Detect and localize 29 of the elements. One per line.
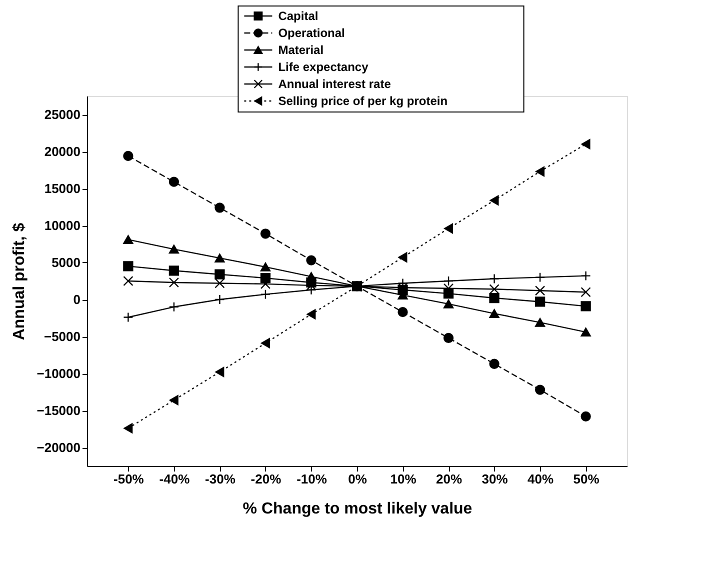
y-tick-label: 20000 xyxy=(44,144,80,159)
legend-label: Operational xyxy=(278,26,345,40)
legend-label: Annual interest rate xyxy=(278,77,392,91)
y-tick-label: 10000 xyxy=(44,218,80,233)
legend-label: Selling price of per kg protein xyxy=(278,94,448,108)
legend-label: Material xyxy=(278,43,324,57)
x-tick-label: -30% xyxy=(205,472,236,486)
y-tick-label: 0 xyxy=(73,292,80,307)
x-tick-label: 0% xyxy=(348,472,368,486)
x-tick-label: -50% xyxy=(114,472,144,486)
x-tick-label: 50% xyxy=(573,472,600,486)
y-tick-label: 15000 xyxy=(44,181,80,196)
y-tick-label: −5000 xyxy=(44,329,80,344)
legend-label: Life expectancy xyxy=(278,60,369,74)
x-axis-title: % Change to most likely value xyxy=(242,500,472,518)
x-tick-label: 10% xyxy=(390,472,417,486)
x-tick-label: -20% xyxy=(250,472,282,486)
y-tick-label: −15000 xyxy=(36,403,80,418)
x-tick-label: -10% xyxy=(296,472,328,486)
x-tick-label: -40% xyxy=(159,472,190,486)
x-tick-label: 40% xyxy=(528,472,554,486)
y-axis-title: Annual profit, $ xyxy=(10,222,28,340)
y-tick-label: −10000 xyxy=(36,366,80,381)
y-tick-label: 5000 xyxy=(52,255,80,270)
x-tick-label: 30% xyxy=(482,472,508,486)
y-tick-label: 25000 xyxy=(44,107,80,122)
x-tick-label: 20% xyxy=(436,472,462,486)
y-tick-label: −20000 xyxy=(36,440,80,455)
legend-label: Capital xyxy=(278,9,318,23)
